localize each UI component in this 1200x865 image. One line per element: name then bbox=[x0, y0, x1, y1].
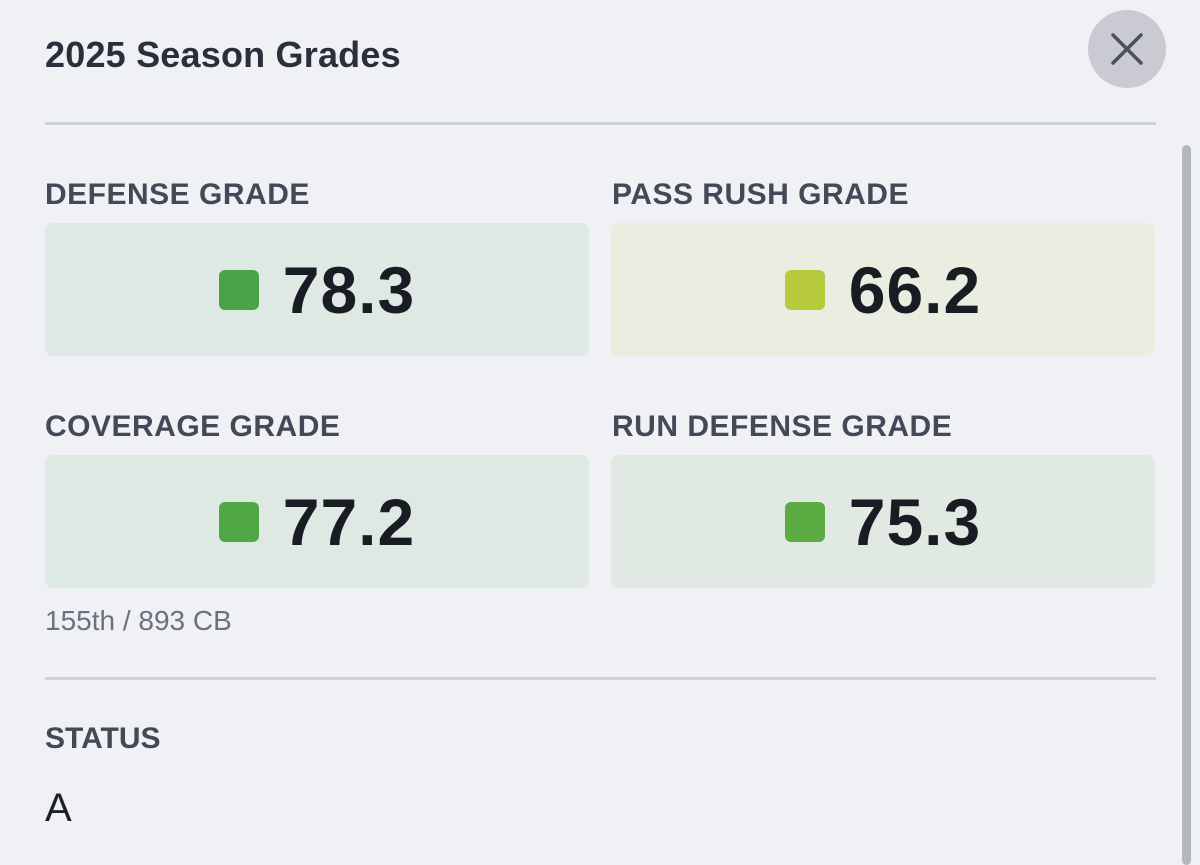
header-divider bbox=[45, 122, 1156, 125]
pass-rush-grade-color-swatch bbox=[784, 269, 825, 310]
scrollbar-thumb[interactable] bbox=[1182, 145, 1191, 865]
defense-grade-value: 78.3 bbox=[282, 252, 416, 327]
defense-grade-card: 78.3 bbox=[45, 223, 589, 356]
coverage-grade-card: 77.2 bbox=[45, 455, 589, 588]
pass-rush-grade-card: 66.2 bbox=[611, 223, 1155, 356]
section-divider bbox=[45, 677, 1156, 680]
run-defense-grade-value: 75.3 bbox=[848, 484, 982, 559]
close-button[interactable] bbox=[1088, 10, 1166, 88]
run-defense-grade-color-swatch bbox=[784, 501, 825, 542]
run-defense-grade-card: 75.3 bbox=[611, 455, 1155, 588]
status-label: STATUS bbox=[45, 722, 161, 755]
coverage-rank-text: 155th / 893 CB bbox=[45, 605, 232, 636]
defense-grade-label: DEFENSE GRADE bbox=[45, 178, 310, 211]
close-icon bbox=[1111, 33, 1143, 65]
status-value: A bbox=[45, 786, 72, 830]
coverage-grade-color-swatch bbox=[218, 501, 259, 542]
coverage-grade-label: COVERAGE GRADE bbox=[45, 410, 341, 443]
coverage-grade-value: 77.2 bbox=[282, 484, 416, 559]
run-defense-grade-label: RUN DEFENSE GRADE bbox=[612, 410, 953, 443]
pass-rush-grade-label: PASS RUSH GRADE bbox=[612, 178, 909, 211]
defense-grade-color-swatch bbox=[218, 269, 259, 310]
pass-rush-grade-value: 66.2 bbox=[848, 252, 982, 327]
page-title: 2025 Season Grades bbox=[45, 34, 401, 75]
